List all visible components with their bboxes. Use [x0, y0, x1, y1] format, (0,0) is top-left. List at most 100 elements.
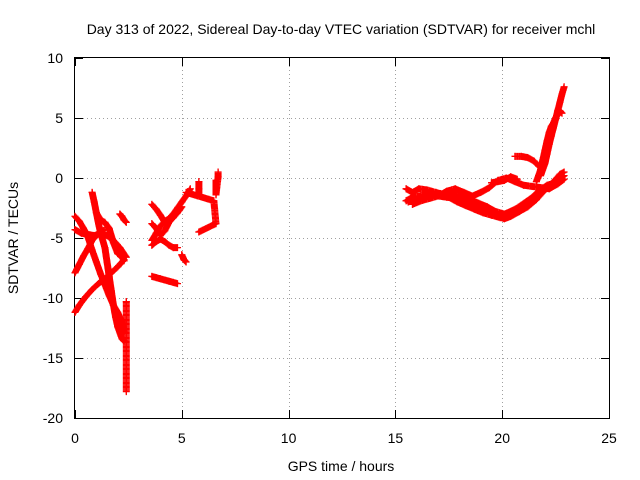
data-point	[88, 246, 96, 254]
data-point	[494, 178, 502, 186]
x-tick-label: 20	[494, 430, 510, 446]
data-point	[522, 198, 530, 206]
data-point	[71, 269, 79, 277]
series-late-trace-4	[404, 168, 568, 222]
data-point	[543, 137, 551, 145]
data-point	[152, 205, 160, 213]
data-point	[214, 168, 222, 176]
data-point	[152, 274, 160, 282]
series-mid-trace-5	[148, 272, 181, 288]
data-point	[122, 388, 130, 396]
data-point	[148, 200, 156, 208]
series-mid-trace-6	[178, 251, 190, 266]
data-point	[541, 146, 549, 154]
data-point	[103, 258, 111, 266]
data-point	[423, 186, 431, 194]
data-point	[118, 212, 126, 220]
tick-labels: 0 5 10 15 20 25 -20 -15 -10 -5 0 5 10	[43, 50, 617, 446]
data-point	[107, 287, 115, 295]
chart-title: Day 313 of 2022, Sidereal Day-to-day VTE…	[87, 21, 596, 37]
series-mid-trace-3	[148, 200, 177, 226]
series-early-isolated	[122, 298, 130, 396]
data-point	[174, 280, 181, 288]
series-early-trace-7	[116, 210, 130, 226]
data-point	[511, 152, 519, 160]
data-point	[554, 110, 562, 118]
y-axis-label: SDTVAR / TECUs	[5, 182, 21, 294]
data-point	[148, 272, 156, 280]
data-point	[97, 229, 105, 237]
data-point	[409, 188, 416, 196]
data-point	[71, 212, 79, 220]
data-point	[195, 185, 203, 193]
data-point	[112, 313, 120, 321]
data-point	[528, 182, 536, 190]
data-point	[560, 83, 568, 91]
data-point	[558, 109, 566, 117]
series-late-trace-8	[488, 173, 521, 187]
data-point	[174, 244, 181, 252]
data-point	[212, 191, 220, 199]
series-mid-trace-4	[148, 235, 181, 252]
data-point	[500, 176, 508, 184]
data-point	[411, 196, 419, 204]
data-point	[556, 98, 564, 106]
data-point	[428, 191, 436, 199]
data-point	[539, 156, 547, 164]
data-point	[156, 222, 164, 230]
y-tick-label: -5	[51, 230, 64, 246]
data-point	[545, 128, 553, 136]
data-point	[84, 230, 92, 238]
data-point	[404, 198, 412, 206]
data-point	[530, 157, 538, 165]
data-point	[485, 184, 493, 192]
data-point	[470, 205, 478, 213]
data-point	[156, 211, 164, 219]
data-point	[524, 203, 532, 211]
data-point	[90, 232, 98, 240]
data-point	[556, 170, 564, 178]
data-point	[195, 178, 203, 186]
data-point	[524, 154, 532, 162]
data-point	[148, 241, 156, 249]
data-point	[77, 229, 85, 237]
data-point	[460, 188, 468, 196]
data-point	[116, 329, 124, 337]
data-point	[554, 180, 562, 188]
data-point	[75, 260, 83, 268]
data-point	[95, 280, 102, 288]
data-point	[148, 220, 156, 228]
data-point	[109, 239, 117, 247]
data-point	[152, 238, 160, 246]
data-point	[560, 168, 568, 176]
data-point	[560, 175, 568, 183]
data-point	[195, 228, 203, 236]
data-point	[165, 277, 173, 285]
data-point	[483, 203, 491, 211]
data-point	[118, 253, 126, 261]
data-point	[547, 122, 555, 130]
data-point	[169, 210, 177, 218]
data-point	[453, 198, 461, 206]
data-point	[445, 193, 453, 201]
data-point	[488, 179, 495, 187]
data-point	[114, 323, 122, 331]
data-point	[97, 270, 105, 278]
data-point	[505, 210, 513, 218]
series-early-trace-5	[88, 188, 128, 345]
x-axis-label: GPS time / hours	[288, 458, 395, 474]
data-point	[451, 185, 459, 193]
data-point	[402, 185, 410, 193]
data-point	[212, 220, 220, 228]
data-point	[539, 185, 547, 193]
data-point	[174, 209, 181, 217]
x-tick-label: 0	[71, 430, 79, 446]
data-point	[156, 235, 164, 243]
data-point	[114, 250, 122, 258]
data-point	[71, 226, 79, 234]
data-point	[479, 209, 487, 217]
data-point	[75, 217, 83, 225]
data-point	[152, 224, 160, 232]
data-point	[537, 166, 545, 174]
